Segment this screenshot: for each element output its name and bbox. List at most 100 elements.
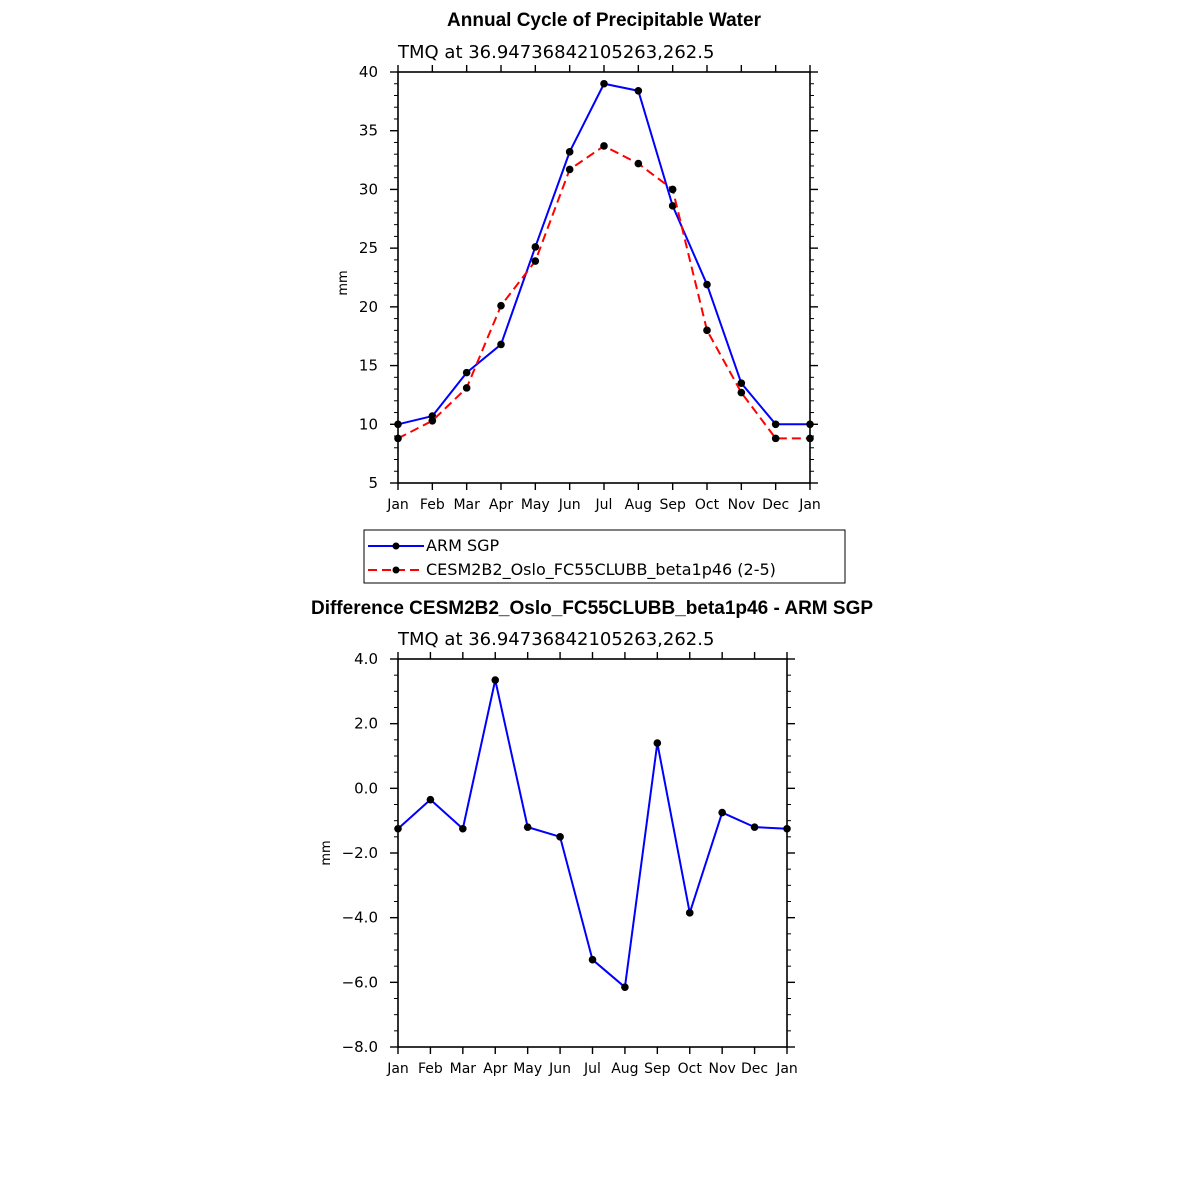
x-tick-label: Dec: [762, 497, 789, 513]
legend-label-arm-sgp: ARM SGP: [426, 536, 500, 555]
y-axis-label: mm: [336, 270, 351, 295]
chart-subtitle: TMQ at 36.94736842105263,262.5: [397, 629, 714, 650]
data-point: [737, 388, 746, 397]
data-point: [459, 824, 467, 833]
data-point: [703, 326, 711, 335]
x-tick-label: Oct: [695, 497, 720, 513]
x-tick-label: Jan: [775, 1061, 798, 1077]
data-point: [771, 420, 780, 429]
data-point: [685, 909, 694, 917]
y-tick-label: 40: [359, 63, 378, 81]
y-tick-label: 4.0: [354, 650, 378, 668]
data-point: [497, 340, 505, 349]
series-line-0: [397, 679, 788, 989]
y-tick-label: 2.0: [354, 715, 378, 733]
chart-title: Difference CESM2B2_Oslo_FC55CLUBB_beta1p…: [311, 598, 873, 619]
x-tick-label: May: [513, 1061, 542, 1077]
y-tick-label: 5: [368, 474, 378, 492]
y-tick-label: 15: [359, 357, 378, 375]
legend-box: [363, 529, 846, 584]
x-tick-label: Jul: [595, 497, 613, 513]
axes: Jan Feb Mar Apr May Jun Jul Aug Sep Oct Nov Dec Jan−…: [342, 650, 798, 1077]
data-point: [718, 808, 726, 817]
series-layer: [394, 79, 814, 443]
data-point: [588, 955, 597, 964]
data-point: [394, 824, 402, 833]
plot-frame: [397, 658, 788, 1048]
x-tick-label: Sep: [644, 1061, 671, 1077]
data-point: [531, 257, 540, 265]
y-axis-label: mm: [319, 840, 334, 865]
x-tick-label: Apr: [483, 1061, 507, 1077]
data-point: [771, 434, 780, 443]
data-point: [491, 676, 500, 684]
data-point: [394, 434, 402, 443]
x-tick-label: Apr: [489, 497, 513, 513]
legend-marker-arm-sgp: [392, 542, 400, 550]
data-point: [668, 185, 677, 194]
axes: Jan Feb Mar Apr May Jun Jul Aug Sep Oct Nov Dec Jan 5…: [359, 63, 821, 513]
x-tick-label: Jun: [548, 1061, 571, 1077]
x-tick-label: Aug: [611, 1061, 638, 1077]
legend-marker-cesm: [392, 566, 400, 574]
data-point: [531, 243, 540, 251]
data-point: [428, 416, 437, 425]
data-point: [462, 368, 471, 377]
data-point: [565, 148, 574, 156]
data-point: [634, 86, 643, 95]
y-tick-label: 0.0: [354, 779, 378, 797]
x-tick-label: Mar: [453, 497, 480, 513]
data-point: [523, 823, 532, 831]
y-tick-label: −6.0: [342, 973, 378, 991]
x-tick-label: Aug: [625, 497, 652, 513]
y-tick-label: −2.0: [342, 844, 378, 862]
series-line-1: [397, 144, 810, 440]
y-tick-label: 25: [359, 239, 378, 257]
data-point: [600, 142, 608, 150]
x-tick-label: Mar: [450, 1061, 477, 1077]
y-tick-label: −4.0: [342, 909, 378, 927]
plot-frame: [397, 71, 811, 484]
data-point: [621, 983, 629, 991]
data-point: [426, 795, 435, 804]
y-tick-label: 35: [359, 122, 378, 140]
data-point: [783, 824, 791, 833]
data-point: [565, 165, 574, 174]
data-point: [394, 420, 402, 429]
data-point: [556, 833, 564, 841]
data-point: [497, 301, 505, 310]
legend: ARM SGP CESM2B2_Oslo_FC55CLUBB_beta1p46 …: [363, 529, 846, 584]
series-layer: [394, 676, 791, 991]
x-tick-label: Feb: [418, 1061, 443, 1077]
x-tick-label: Jan: [798, 497, 821, 513]
data-point: [462, 384, 471, 392]
y-tick-label: 10: [359, 415, 378, 433]
series-line-0: [397, 82, 810, 426]
data-point: [600, 79, 608, 88]
data-point: [806, 420, 814, 429]
x-tick-label: Jun: [558, 497, 581, 513]
y-tick-label: 20: [359, 298, 378, 316]
x-tick-label: May: [521, 497, 550, 513]
difference-chart: Difference CESM2B2_Oslo_FC55CLUBB_beta1p…: [311, 598, 873, 1077]
data-point: [703, 280, 711, 289]
x-tick-label: Jan: [386, 497, 409, 513]
legend-label-cesm: CESM2B2_Oslo_FC55CLUBB_beta1p46 (2-5): [426, 560, 776, 580]
annual-cycle-chart: Annual Cycle of Precipitable Water TMQ a…: [336, 10, 846, 584]
x-tick-label: Nov: [709, 1061, 736, 1077]
x-tick-label: Jan: [386, 1061, 409, 1077]
data-point: [634, 159, 643, 168]
data-point: [668, 202, 677, 210]
y-tick-label: −8.0: [342, 1038, 378, 1056]
data-point: [737, 379, 746, 387]
x-tick-label: Feb: [420, 497, 445, 513]
data-point: [653, 739, 662, 747]
x-tick-label: Oct: [678, 1061, 703, 1077]
x-tick-label: Dec: [741, 1061, 768, 1077]
x-tick-label: Nov: [728, 497, 755, 513]
data-point: [750, 823, 759, 831]
chart-title: Annual Cycle of Precipitable Water: [447, 10, 762, 31]
chart-subtitle: TMQ at 36.94736842105263,262.5: [397, 42, 714, 63]
y-tick-label: 30: [359, 180, 378, 198]
